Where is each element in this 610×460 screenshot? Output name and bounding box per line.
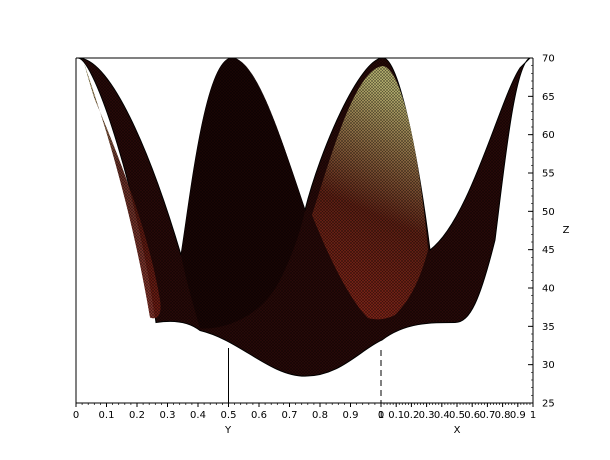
z-axis-tick-label: 45 [542,245,555,256]
axes: 0 0.1 0.2 0.3 0.4 0.5 0.6 0.7 0.8 0.9 10 0.1 0.2 0.3 0… [73,54,570,437]
x-axis-tick-label: 1 [530,410,536,421]
y-axis-tick-label: 1 [378,410,384,421]
y-axis-tick-label: 0.6 [251,410,267,421]
surface-mesh-right [312,66,428,320]
z-axis-tick-label: 55 [542,169,555,180]
x-axis-tick-label: 0.5 [449,410,465,421]
x-axis-tick-label: 0.6 [464,410,480,421]
z-axis-tick-label: 60 [542,130,555,141]
y-axis-tick-label: 0.4 [190,410,206,421]
x-axis-tick-label: 0 [378,410,384,421]
z-axis-label: Z [563,225,570,236]
x-axis-tick-label: 0.9 [510,410,526,421]
z-axis-tick-label: 65 [542,92,555,103]
x-axis-label: X [454,425,461,436]
y-axis-tick-label: 0.8 [312,410,328,421]
surface-mesh [78,58,530,377]
z-axis-tick-label: 40 [542,284,555,295]
y-axis-tick-label: 0.9 [343,410,359,421]
z-axis-tick-label: 70 [542,54,555,65]
z-axis-tick-label: 25 [542,399,555,410]
z-axis-tick-label: 35 [542,322,555,333]
y-axis-tick-label: 0.7 [282,410,298,421]
surface [77,57,531,377]
x-axis-tick-label: 0.3 [419,410,435,421]
z-axis-tick-label: 30 [542,360,555,371]
surface-mesh-front [181,58,305,329]
y-axis-tick-label: 0.5 [221,410,237,421]
y-axis-label: Y [224,425,232,436]
x-axis-tick-label: 0.4 [434,410,450,421]
x-axis-tick-label: 0.7 [479,410,495,421]
y-axis-tick-label: 0.1 [99,410,115,421]
x-axis-tick-label: 0.2 [403,410,419,421]
surface-mesh-left [84,63,161,319]
y-axis-tick-label: 0.2 [129,410,145,421]
x-axis-tick-label: 0.8 [495,410,511,421]
y-axis-tick-label: 0.3 [160,410,176,421]
x-axis-tick-label: 0.1 [388,410,404,421]
y-axis-tick-label: 0 [73,410,79,421]
z-axis-tick-label: 50 [542,207,555,218]
